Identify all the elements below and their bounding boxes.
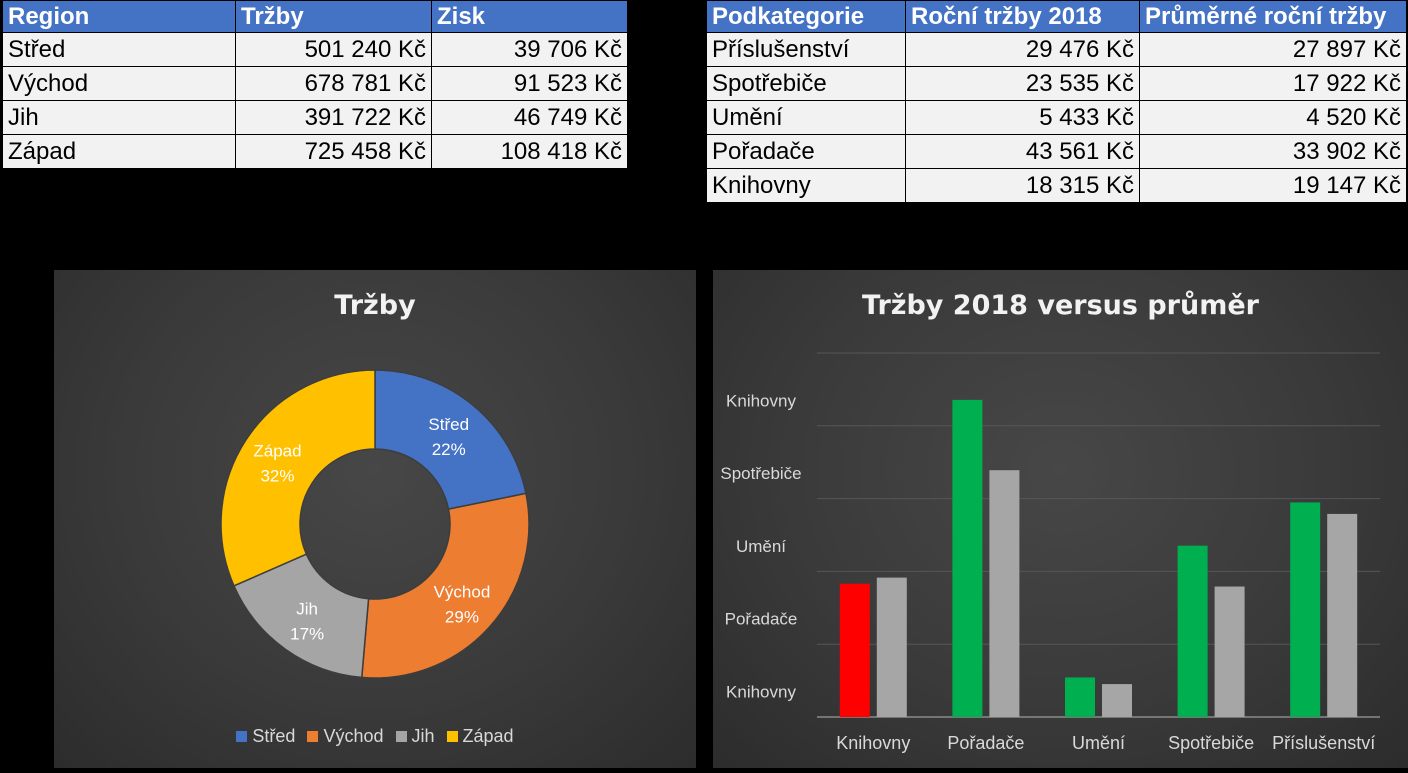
legend-swatch xyxy=(307,731,319,742)
bar-average xyxy=(1102,684,1132,717)
header-sales: Tržby xyxy=(235,0,432,33)
bar-average xyxy=(876,577,907,717)
cell-sales-2018: 5 433 Kč xyxy=(905,100,1140,135)
x-tick-label: Umění xyxy=(1072,733,1125,753)
cell-region: Západ xyxy=(2,134,236,169)
bar-sales-2018 xyxy=(839,583,870,717)
y-tick-label: Knihovny xyxy=(726,391,796,410)
cell-average-sales: 17 922 Kč xyxy=(1139,66,1407,101)
legend-label: Střed xyxy=(252,726,296,746)
cell-profit: 46 749 Kč xyxy=(431,100,628,135)
cell-subcategory: Umění xyxy=(706,100,906,135)
table-row: Střed 501 240 Kč 39 706 Kč xyxy=(2,32,628,67)
table-row: Příslušenství 29 476 Kč 27 897 Kč xyxy=(706,32,1407,67)
cell-sales: 391 722 Kč xyxy=(235,100,432,135)
table-row: Pořadače 43 561 Kč 33 902 Kč xyxy=(706,134,1407,169)
y-tick-label: Knihovny xyxy=(726,683,796,702)
cell-sales-2018: 18 315 Kč xyxy=(905,168,1140,203)
x-tick-label: Knihovny xyxy=(836,733,910,753)
header-region: Region xyxy=(2,0,236,33)
table-header-row: Podkategorie Roční tržby 2018 Průměrné r… xyxy=(706,0,1407,33)
cell-subcategory: Příslušenství xyxy=(706,32,906,67)
bar-sales-2018 xyxy=(1065,677,1095,717)
y-tick-label: Spotřebiče xyxy=(720,464,801,483)
cell-sales: 725 458 Kč xyxy=(235,134,432,169)
donut-slice-1 xyxy=(360,492,530,679)
cell-region: Střed xyxy=(2,32,236,67)
cell-sales: 678 781 Kč xyxy=(235,66,432,101)
cell-sales-2018: 23 535 Kč xyxy=(905,66,1140,101)
donut-slice-label: Střed xyxy=(428,415,469,434)
legend-label: Východ xyxy=(323,726,384,746)
legend-item: Střed xyxy=(236,726,295,747)
donut-chart-panel: Tržby Střed 22% Východ 29% Jih 17% Západ 32% St… xyxy=(54,270,696,768)
cell-average-sales: 19 147 Kč xyxy=(1139,168,1407,203)
cell-average-sales: 33 902 Kč xyxy=(1139,134,1407,169)
header-annual-sales-2018: Roční tržby 2018 xyxy=(905,0,1140,33)
table-row: Knihovny 18 315 Kč 19 147 Kč xyxy=(706,168,1407,203)
legend-label: Západ xyxy=(462,726,514,746)
table-row: Umění 5 433 Kč 4 520 Kč xyxy=(706,100,1407,135)
cell-profit: 91 523 Kč xyxy=(431,66,628,101)
legend-swatch xyxy=(236,731,248,742)
x-tick-label: Spotřebiče xyxy=(1168,733,1254,753)
x-tick-label: Příslušenství xyxy=(1272,733,1375,753)
donut-slice-label: Jih xyxy=(296,600,318,619)
legend-swatch xyxy=(446,731,458,742)
y-tick-label: Umění xyxy=(736,537,786,556)
legend-item: Jih xyxy=(395,726,435,747)
donut-slice-percent: 29% xyxy=(445,608,479,627)
subcategory-table: Podkategorie Roční tržby 2018 Průměrné r… xyxy=(706,0,1407,203)
donut-slice-percent: 17% xyxy=(290,625,324,644)
header-profit: Zisk xyxy=(431,0,628,33)
table-row: Jih 391 722 Kč 46 749 Kč xyxy=(2,100,628,135)
donut-legend: Střed Východ Jih Západ xyxy=(54,726,696,747)
legend-item: Východ xyxy=(307,726,384,747)
cell-profit: 108 418 Kč xyxy=(431,134,628,169)
table-row: Východ 678 781 Kč 91 523 Kč xyxy=(2,66,628,101)
donut-slice-label: Západ xyxy=(253,441,301,460)
bar-chart-title: Tržby 2018 versus průměr xyxy=(862,290,1259,321)
table-row: Západ 725 458 Kč 108 418 Kč xyxy=(2,134,628,169)
bar-average xyxy=(1327,513,1358,717)
table-header-row: Region Tržby Zisk xyxy=(2,0,628,33)
region-table: Region Tržby Zisk Střed 501 240 Kč 39 70… xyxy=(2,0,628,169)
cell-region: Východ xyxy=(2,66,236,101)
donut-slice-0 xyxy=(374,369,527,510)
cell-profit: 39 706 Kč xyxy=(431,32,628,67)
cell-average-sales: 4 520 Kč xyxy=(1139,100,1407,135)
legend-item: Západ xyxy=(446,726,514,747)
donut-slice-label: Východ xyxy=(434,583,491,602)
donut-chart: Střed 22% Východ 29% Jih 17% Západ 32% xyxy=(220,369,530,679)
bar-chart-panel: Tržby 2018 versus průměr Knihovny Spotřeb… xyxy=(713,270,1408,768)
cell-sales: 501 240 Kč xyxy=(235,32,432,67)
cell-sales-2018: 29 476 Kč xyxy=(905,32,1140,67)
donut-slice-percent: 22% xyxy=(432,440,466,459)
donut-chart-title: Tržby xyxy=(334,290,416,321)
header-subcategory: Podkategorie xyxy=(706,0,906,33)
cell-subcategory: Knihovny xyxy=(706,168,906,203)
cell-average-sales: 27 897 Kč xyxy=(1139,32,1407,67)
legend-label: Jih xyxy=(411,726,435,746)
bar-chart: Knihovny Spotřebiče Umění Pořadače Knihovny K… xyxy=(720,352,1380,753)
donut-slice-3 xyxy=(220,369,376,587)
bar-average xyxy=(1214,586,1245,717)
header-average-annual-sales: Průměrné roční tržby xyxy=(1139,0,1407,33)
bar-sales-2018 xyxy=(952,399,983,717)
table-row: Spotřebiče 23 535 Kč 17 922 Kč xyxy=(706,66,1407,101)
x-tick-label: Pořadače xyxy=(947,733,1024,753)
y-tick-label: Pořadače xyxy=(725,610,798,629)
bar-average xyxy=(989,470,1020,717)
cell-subcategory: Pořadače xyxy=(706,134,906,169)
cell-region: Jih xyxy=(2,100,236,135)
cell-sales-2018: 43 561 Kč xyxy=(905,134,1140,169)
legend-swatch xyxy=(395,731,407,742)
donut-slice-percent: 32% xyxy=(260,466,294,485)
bar-sales-2018 xyxy=(1177,545,1208,717)
cell-subcategory: Spotřebiče xyxy=(706,66,906,101)
bar-sales-2018 xyxy=(1290,502,1321,717)
